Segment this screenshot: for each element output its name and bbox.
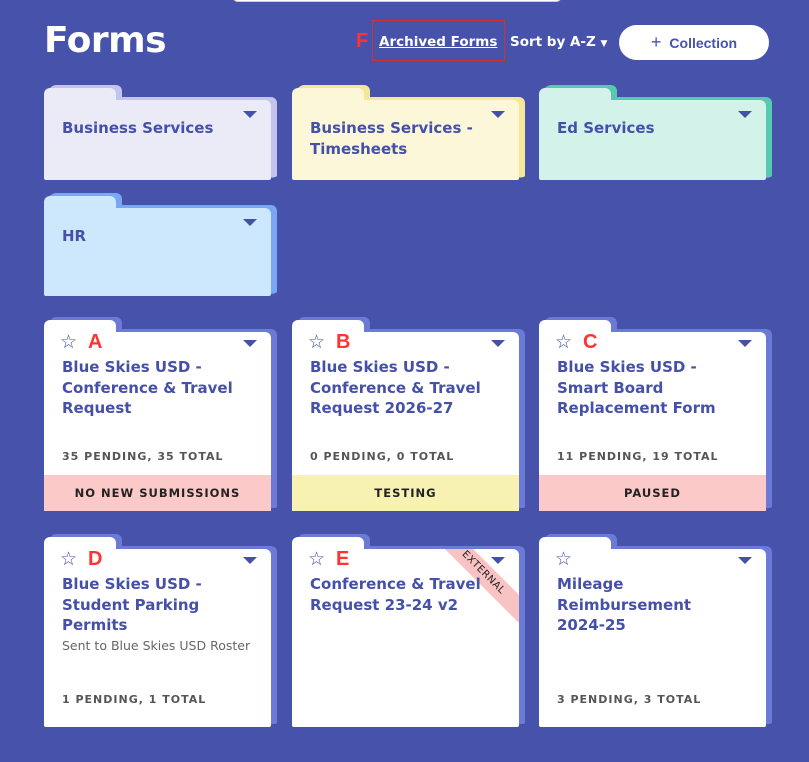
- chevron-down-icon[interactable]: [738, 557, 752, 564]
- star-icon[interactable]: ☆: [60, 548, 78, 570]
- form-stats: 35 PENDING, 35 TOTAL: [62, 450, 224, 463]
- chevron-down-icon[interactable]: [491, 557, 505, 564]
- chevron-down-icon[interactable]: [243, 219, 257, 226]
- folder-card[interactable]: HR: [44, 193, 277, 296]
- annotation-b: B: [336, 331, 351, 353]
- form-card[interactable]: ☆ B Blue Skies USD - Conference & Travel …: [292, 317, 525, 511]
- card-front: [44, 196, 271, 296]
- annotation-a: A: [88, 331, 103, 353]
- status-bar: NO NEW SUBMISSIONS: [44, 475, 271, 511]
- form-stats: 0 PENDING, 0 TOTAL: [310, 450, 455, 463]
- form-subtitle: Sent to Blue Skies USD Roster: [62, 638, 251, 653]
- chevron-down-icon[interactable]: [738, 340, 752, 347]
- form-stats: 11 PENDING, 19 TOTAL: [557, 450, 719, 463]
- plus-icon: +: [650, 32, 662, 52]
- card-front: [292, 88, 519, 180]
- form-title[interactable]: Blue Skies USD - Student Parking Permits: [62, 575, 202, 634]
- star-icon[interactable]: ☆: [555, 548, 573, 570]
- form-title[interactable]: Blue Skies USD - Conference & Travel Req…: [310, 358, 481, 417]
- form-card[interactable]: ☆ D Blue Skies USD - Student Parking Perm…: [44, 534, 277, 727]
- folder-card[interactable]: Business Services: [44, 85, 277, 180]
- form-stats: 3 PENDING, 3 TOTAL: [557, 693, 702, 706]
- folder-title: Business Services - Timesheets: [310, 119, 473, 158]
- search-bar[interactable]: [232, 0, 562, 2]
- annotation-d: D: [88, 548, 103, 570]
- form-title[interactable]: Conference & Travel Request 23-24 v2: [310, 575, 481, 614]
- archived-forms-link[interactable]: Archived Forms: [379, 34, 498, 50]
- chevron-down-icon[interactable]: [491, 340, 505, 347]
- chevron-down-icon[interactable]: [491, 111, 505, 118]
- chevron-down-icon[interactable]: [243, 340, 257, 347]
- card-front: [539, 537, 766, 727]
- chevron-down-icon[interactable]: [738, 111, 752, 118]
- folder-title: HR: [62, 227, 87, 245]
- form-title[interactable]: Blue Skies USD - Conference & Travel Req…: [62, 358, 233, 417]
- star-icon[interactable]: ☆: [60, 331, 78, 353]
- form-card[interactable]: ☆ E EXTERNAL Conference & Travel Request 2…: [292, 534, 525, 727]
- annotation-box: [372, 20, 505, 61]
- form-card[interactable]: ☆ A Blue Skies USD - Conference & Travel …: [44, 317, 277, 511]
- annotation-f: F: [356, 30, 369, 52]
- card-front: [539, 88, 766, 180]
- star-icon[interactable]: ☆: [555, 331, 573, 353]
- annotation-c: C: [583, 331, 598, 353]
- sort-label: Sort by A-Z: [510, 34, 596, 50]
- form-card[interactable]: ☆ C Blue Skies USD - Smart Board Replacem…: [539, 317, 772, 511]
- annotation-e: E: [336, 548, 350, 570]
- star-icon[interactable]: ☆: [308, 548, 326, 570]
- folder-title: Business Services: [62, 119, 214, 137]
- page-title: Forms: [44, 20, 167, 61]
- chevron-down-icon[interactable]: [243, 111, 257, 118]
- card-front: [44, 537, 271, 727]
- status-bar: TESTING: [292, 475, 519, 511]
- star-icon[interactable]: ☆: [308, 331, 326, 353]
- collection-label: Collection: [669, 34, 738, 51]
- caret-down-icon: ▼: [600, 39, 608, 49]
- form-card[interactable]: ☆ Mileage Reimbursement 2024-25 3 PENDING…: [539, 534, 772, 727]
- form-title[interactable]: Mileage Reimbursement 2024-25: [557, 575, 692, 634]
- folder-title: Ed Services: [557, 119, 655, 137]
- folder-card[interactable]: Business Services - Timesheets: [292, 85, 525, 180]
- form-stats: 1 PENDING, 1 TOTAL: [62, 693, 207, 706]
- chevron-down-icon[interactable]: [243, 557, 257, 564]
- card-front: [44, 88, 271, 180]
- form-title[interactable]: Blue Skies USD - Smart Board Replacement…: [557, 358, 716, 417]
- folder-card[interactable]: Ed Services: [539, 85, 772, 180]
- add-collection-button[interactable]: + Collection: [619, 25, 769, 60]
- sort-dropdown[interactable]: Sort by A-Z ▼: [510, 34, 607, 50]
- status-bar: PAUSED: [539, 475, 766, 511]
